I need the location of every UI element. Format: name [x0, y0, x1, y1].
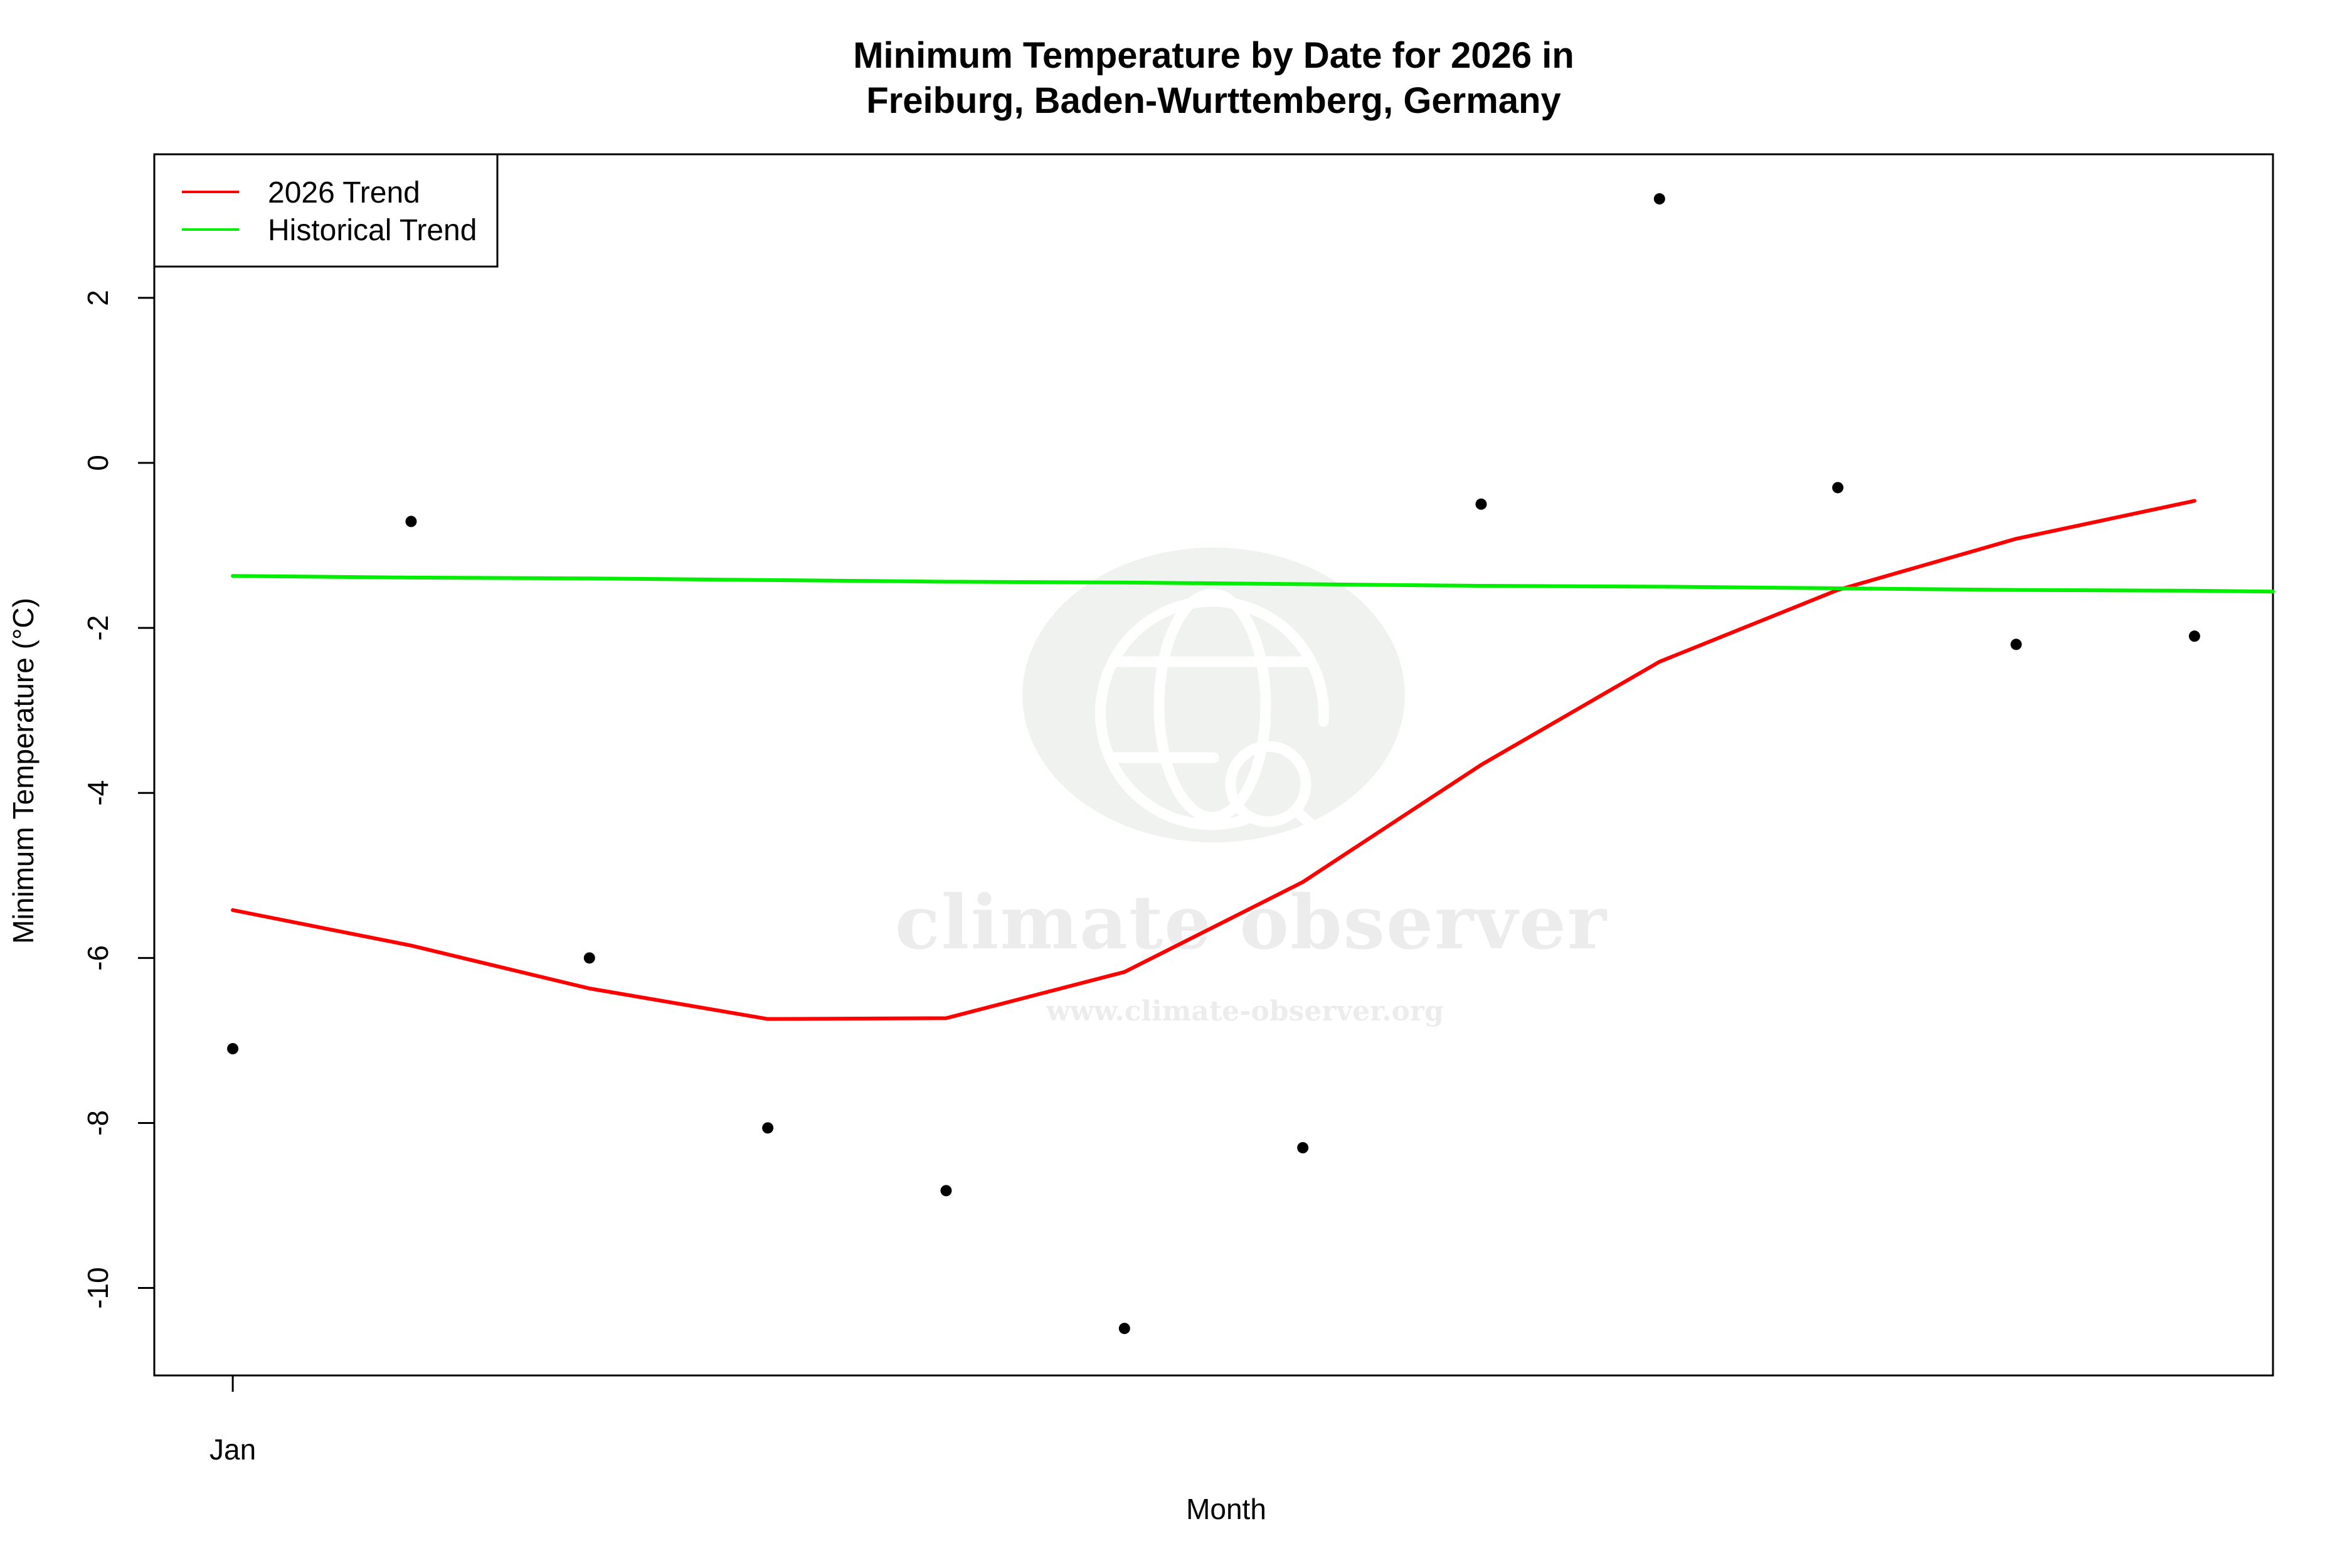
- globe-search-icon: [1094, 588, 1330, 842]
- y-tick-label: -6: [82, 945, 114, 971]
- y-tick-label: -8: [82, 1110, 114, 1136]
- legend-box: [153, 153, 499, 268]
- data-point: [940, 1185, 952, 1197]
- chart-title-line-2: Freiburg, Baden-Wurttemberg, Germany: [866, 80, 1561, 121]
- chart-title-line-1: Minimum Temperature by Date for 2026 in: [853, 35, 1574, 76]
- data-point: [405, 516, 417, 527]
- data-point: [1832, 482, 1844, 494]
- watermark-url: www.climate-observer.org: [1046, 995, 1444, 1027]
- data-point: [2010, 638, 2022, 650]
- 2026-trend-line: [231, 499, 2196, 1021]
- data-point: [583, 952, 595, 964]
- historical-trend-line: [231, 574, 2275, 594]
- data-point: [227, 1043, 239, 1055]
- legend-label-2026-trend: 2026 Trend: [268, 176, 420, 209]
- y-tick-label: -10: [82, 1267, 114, 1308]
- data-point: [762, 1122, 774, 1134]
- series-layer: [227, 193, 2275, 1335]
- watermark: climate observer www.climate-observer.or…: [895, 548, 1608, 1027]
- y-tick-label: 0: [82, 455, 114, 471]
- x-axis: Jan: [209, 1375, 256, 1466]
- data-point: [1653, 193, 1665, 205]
- y-tick-label: -2: [82, 615, 114, 641]
- data-point: [1297, 1142, 1309, 1153]
- plot-area: [153, 153, 2274, 1377]
- watermark-brand: climate observer: [895, 879, 1608, 966]
- y-tick-label: 2: [82, 290, 114, 306]
- legend: 2026 Trend Historical Trend: [153, 153, 499, 268]
- x-tick-label: Jan: [209, 1433, 256, 1466]
- x-axis-title: Month: [1186, 1493, 1266, 1525]
- data-point: [1118, 1323, 1130, 1335]
- y-axis: 2 0 -2 -4 -6 -8 -10: [82, 290, 154, 1309]
- data-point: [1475, 498, 1487, 510]
- y-tick-label: -4: [82, 780, 114, 806]
- data-point: [2188, 630, 2200, 642]
- y-axis-title: Minimum Temperature (°C): [7, 598, 40, 944]
- legend-label-historical-trend: Historical Trend: [268, 214, 477, 247]
